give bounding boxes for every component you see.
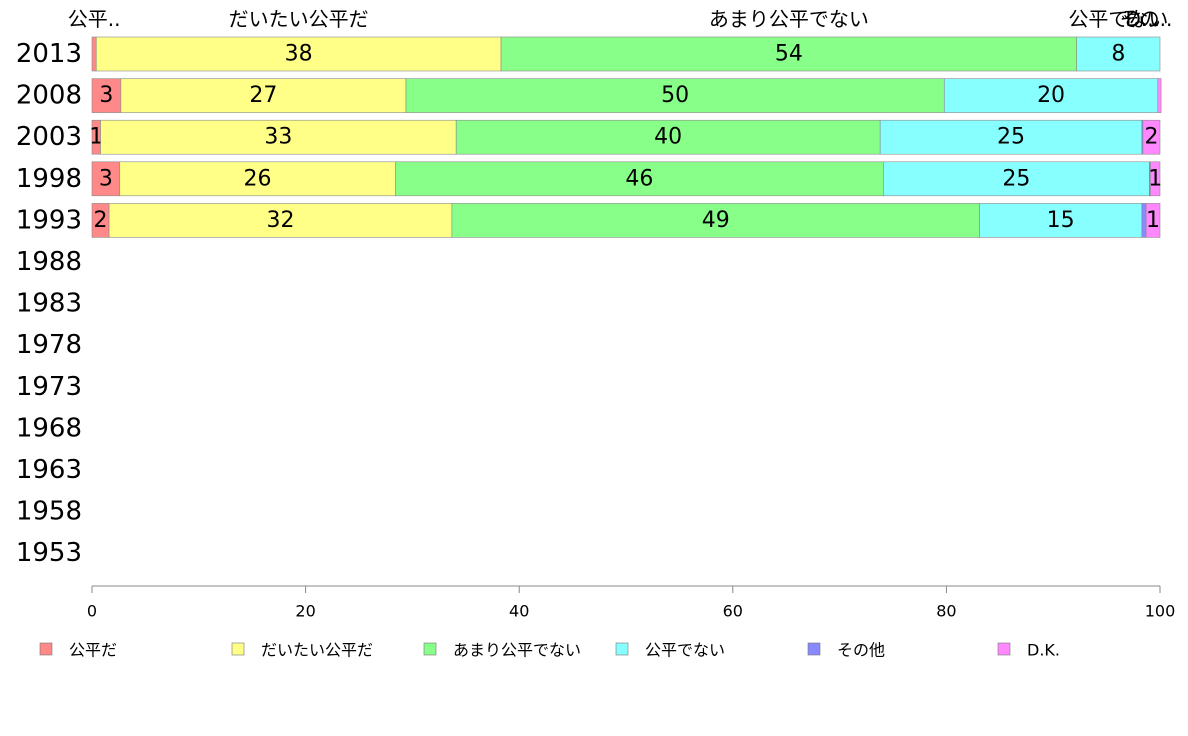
year-label-2008: 2008 bbox=[16, 81, 82, 111]
bar-1998-series-2 bbox=[395, 161, 884, 197]
data-label-2013-series-3: 8 bbox=[1111, 42, 1125, 67]
top-category-labels: 公平.. だいたい公平だ あまり公平でない 公平でないその..D... bbox=[68, 7, 1173, 31]
bar-1998-series-5 bbox=[1150, 161, 1161, 197]
bar-1993-series-5 bbox=[1145, 203, 1161, 238]
year-label-1973: 1973 bbox=[16, 372, 82, 402]
bar-2008-series-1 bbox=[120, 78, 407, 113]
data-label-2003-series-0: 1 bbox=[89, 125, 103, 150]
year-label-1983: 1983 bbox=[16, 289, 82, 319]
data-label-1998-series-2: 46 bbox=[625, 166, 653, 191]
bar-2008-series-0 bbox=[91, 78, 122, 113]
data-label-1993-series-1: 32 bbox=[267, 208, 295, 233]
x-tick-label-80: 80 bbox=[936, 602, 956, 621]
data-label-1998-series-5: 1 bbox=[1148, 166, 1162, 191]
legend-swatch-1 bbox=[231, 642, 245, 656]
year-label-1953: 1953 bbox=[16, 538, 82, 568]
data-label-1998-series-0: 3 bbox=[99, 166, 113, 191]
bar-2008-series-2 bbox=[405, 78, 945, 113]
bar-2008-series-5 bbox=[1157, 78, 1162, 113]
legend-label-5: D.K. bbox=[1027, 641, 1060, 660]
top-label-0: 公平.. bbox=[68, 7, 121, 31]
legend-label-3: 公平でない bbox=[645, 641, 725, 660]
x-tick-label-20: 20 bbox=[295, 602, 315, 621]
year-label-2003: 2003 bbox=[16, 122, 82, 152]
legend-swatch-3 bbox=[615, 642, 629, 656]
year-axis-labels: 2013 2008 2003 1998 1993 1988 1983 1978 1973 1968… bbox=[16, 39, 82, 568]
data-label-1993-series-2: 49 bbox=[702, 208, 730, 233]
data-label-1993-series-0: 2 bbox=[94, 208, 108, 233]
legend-swatch-2 bbox=[423, 642, 437, 656]
data-label-1998-series-3: 25 bbox=[1002, 166, 1030, 191]
top-label-4: その.. bbox=[1120, 7, 1173, 31]
bar-1998-series-0 bbox=[91, 161, 121, 197]
data-label-1993-series-3: 15 bbox=[1047, 208, 1075, 233]
x-tick-label-0: 0 bbox=[87, 602, 97, 621]
legend-swatch-0 bbox=[39, 642, 53, 656]
legend-swatch-5 bbox=[997, 642, 1011, 656]
top-label-3: 公平でない bbox=[1068, 7, 1168, 31]
year-label-1998: 1998 bbox=[16, 164, 82, 194]
data-label-2013-series-2: 54 bbox=[775, 42, 803, 67]
data-label-1998-series-1: 26 bbox=[244, 166, 272, 191]
x-tick-label-60: 60 bbox=[723, 602, 743, 621]
data-label-2003-series-5: 2 bbox=[1144, 125, 1158, 150]
year-label-1963: 1963 bbox=[16, 455, 82, 485]
bar-1993-series-2 bbox=[451, 203, 980, 238]
data-label-2003-series-2: 40 bbox=[654, 125, 682, 150]
year-label-1993: 1993 bbox=[16, 205, 82, 235]
bar-1993-series-1 bbox=[108, 203, 453, 238]
year-label-2013: 2013 bbox=[16, 39, 82, 69]
data-label-2013-series-1: 38 bbox=[285, 42, 313, 67]
top-label-1: だいたい公平だ bbox=[229, 7, 369, 31]
x-tick-label-40: 40 bbox=[509, 602, 529, 621]
x-axis: 0 20 40 60 80 100 bbox=[87, 585, 1176, 621]
data-label-2008-series-2: 50 bbox=[661, 83, 689, 108]
bar-1998-series-3 bbox=[883, 161, 1150, 197]
top-label-2: あまり公平でない bbox=[709, 7, 869, 31]
year-label-1978: 1978 bbox=[16, 330, 82, 360]
data-label-2008-series-1: 27 bbox=[249, 83, 277, 108]
bars: 38 54 8 3 27 50 20 1 33 40 25 2 3 26 46 25 1 2 32 49 15 1 bbox=[89, 36, 1162, 238]
year-label-1988: 1988 bbox=[16, 247, 82, 277]
bar-2003-series-2 bbox=[455, 119, 881, 155]
legend: 公平だ だいたい公平だ あまり公平でない 公平でない その他 D.K. bbox=[39, 641, 1060, 660]
bar-2003-series-3 bbox=[879, 119, 1143, 155]
bar-1998-series-1 bbox=[119, 161, 396, 197]
bar-1993-series-3 bbox=[979, 203, 1143, 238]
top-label-5: D... bbox=[1126, 7, 1160, 31]
year-label-1968: 1968 bbox=[16, 413, 82, 443]
x-tick-label-100: 100 bbox=[1145, 602, 1176, 621]
data-label-2008-series-3: 20 bbox=[1037, 83, 1065, 108]
legend-label-2: あまり公平でない bbox=[453, 641, 581, 660]
bar-2013-series-3 bbox=[1076, 36, 1161, 72]
data-label-2008-series-0: 3 bbox=[99, 83, 113, 108]
bar-2008-series-3 bbox=[943, 78, 1159, 113]
legend-label-0: 公平だ bbox=[69, 641, 117, 660]
data-label-2003-series-3: 25 bbox=[997, 125, 1025, 150]
legend-label-4: その他 bbox=[837, 641, 885, 660]
bar-2013-series-0 bbox=[91, 36, 97, 72]
bar-2003-series-1 bbox=[100, 119, 457, 155]
data-label-1993-series-5: 1 bbox=[1146, 208, 1160, 233]
year-label-1958: 1958 bbox=[16, 497, 82, 527]
legend-label-1: だいたい公平だ bbox=[261, 641, 373, 660]
bar-2003-series-5 bbox=[1142, 119, 1161, 155]
legend-swatch-4 bbox=[807, 642, 821, 656]
data-label-2003-series-1: 33 bbox=[264, 125, 292, 150]
bar-2013-series-1 bbox=[95, 36, 502, 72]
